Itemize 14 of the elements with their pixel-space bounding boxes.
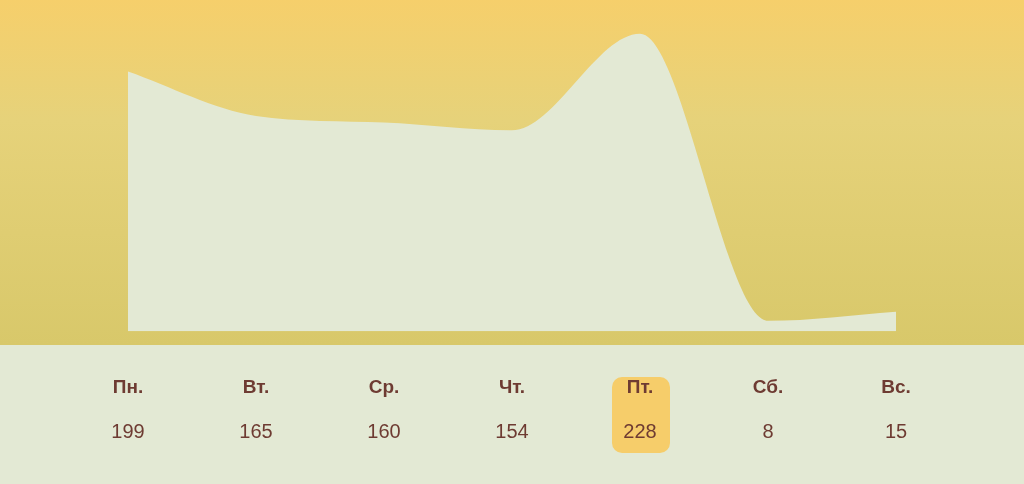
- data-label: 154: [495, 419, 529, 442]
- data-label: 228: [623, 419, 657, 442]
- x-tick-label: Пт.: [626, 375, 654, 397]
- x-tick-label: Чт.: [498, 375, 526, 397]
- x-tick-label: Пн.: [112, 375, 144, 397]
- data-label: 15: [884, 419, 908, 442]
- x-tick-label: Вт.: [242, 375, 270, 397]
- data-label: 8: [762, 419, 774, 442]
- data-label: 165: [239, 419, 273, 442]
- x-tick-label: Ср.: [368, 375, 400, 397]
- data-label: 160: [367, 419, 401, 442]
- x-tick-label: Сб.: [752, 375, 784, 397]
- data-label: 199: [111, 419, 145, 442]
- x-tick-label: Вс.: [881, 375, 911, 397]
